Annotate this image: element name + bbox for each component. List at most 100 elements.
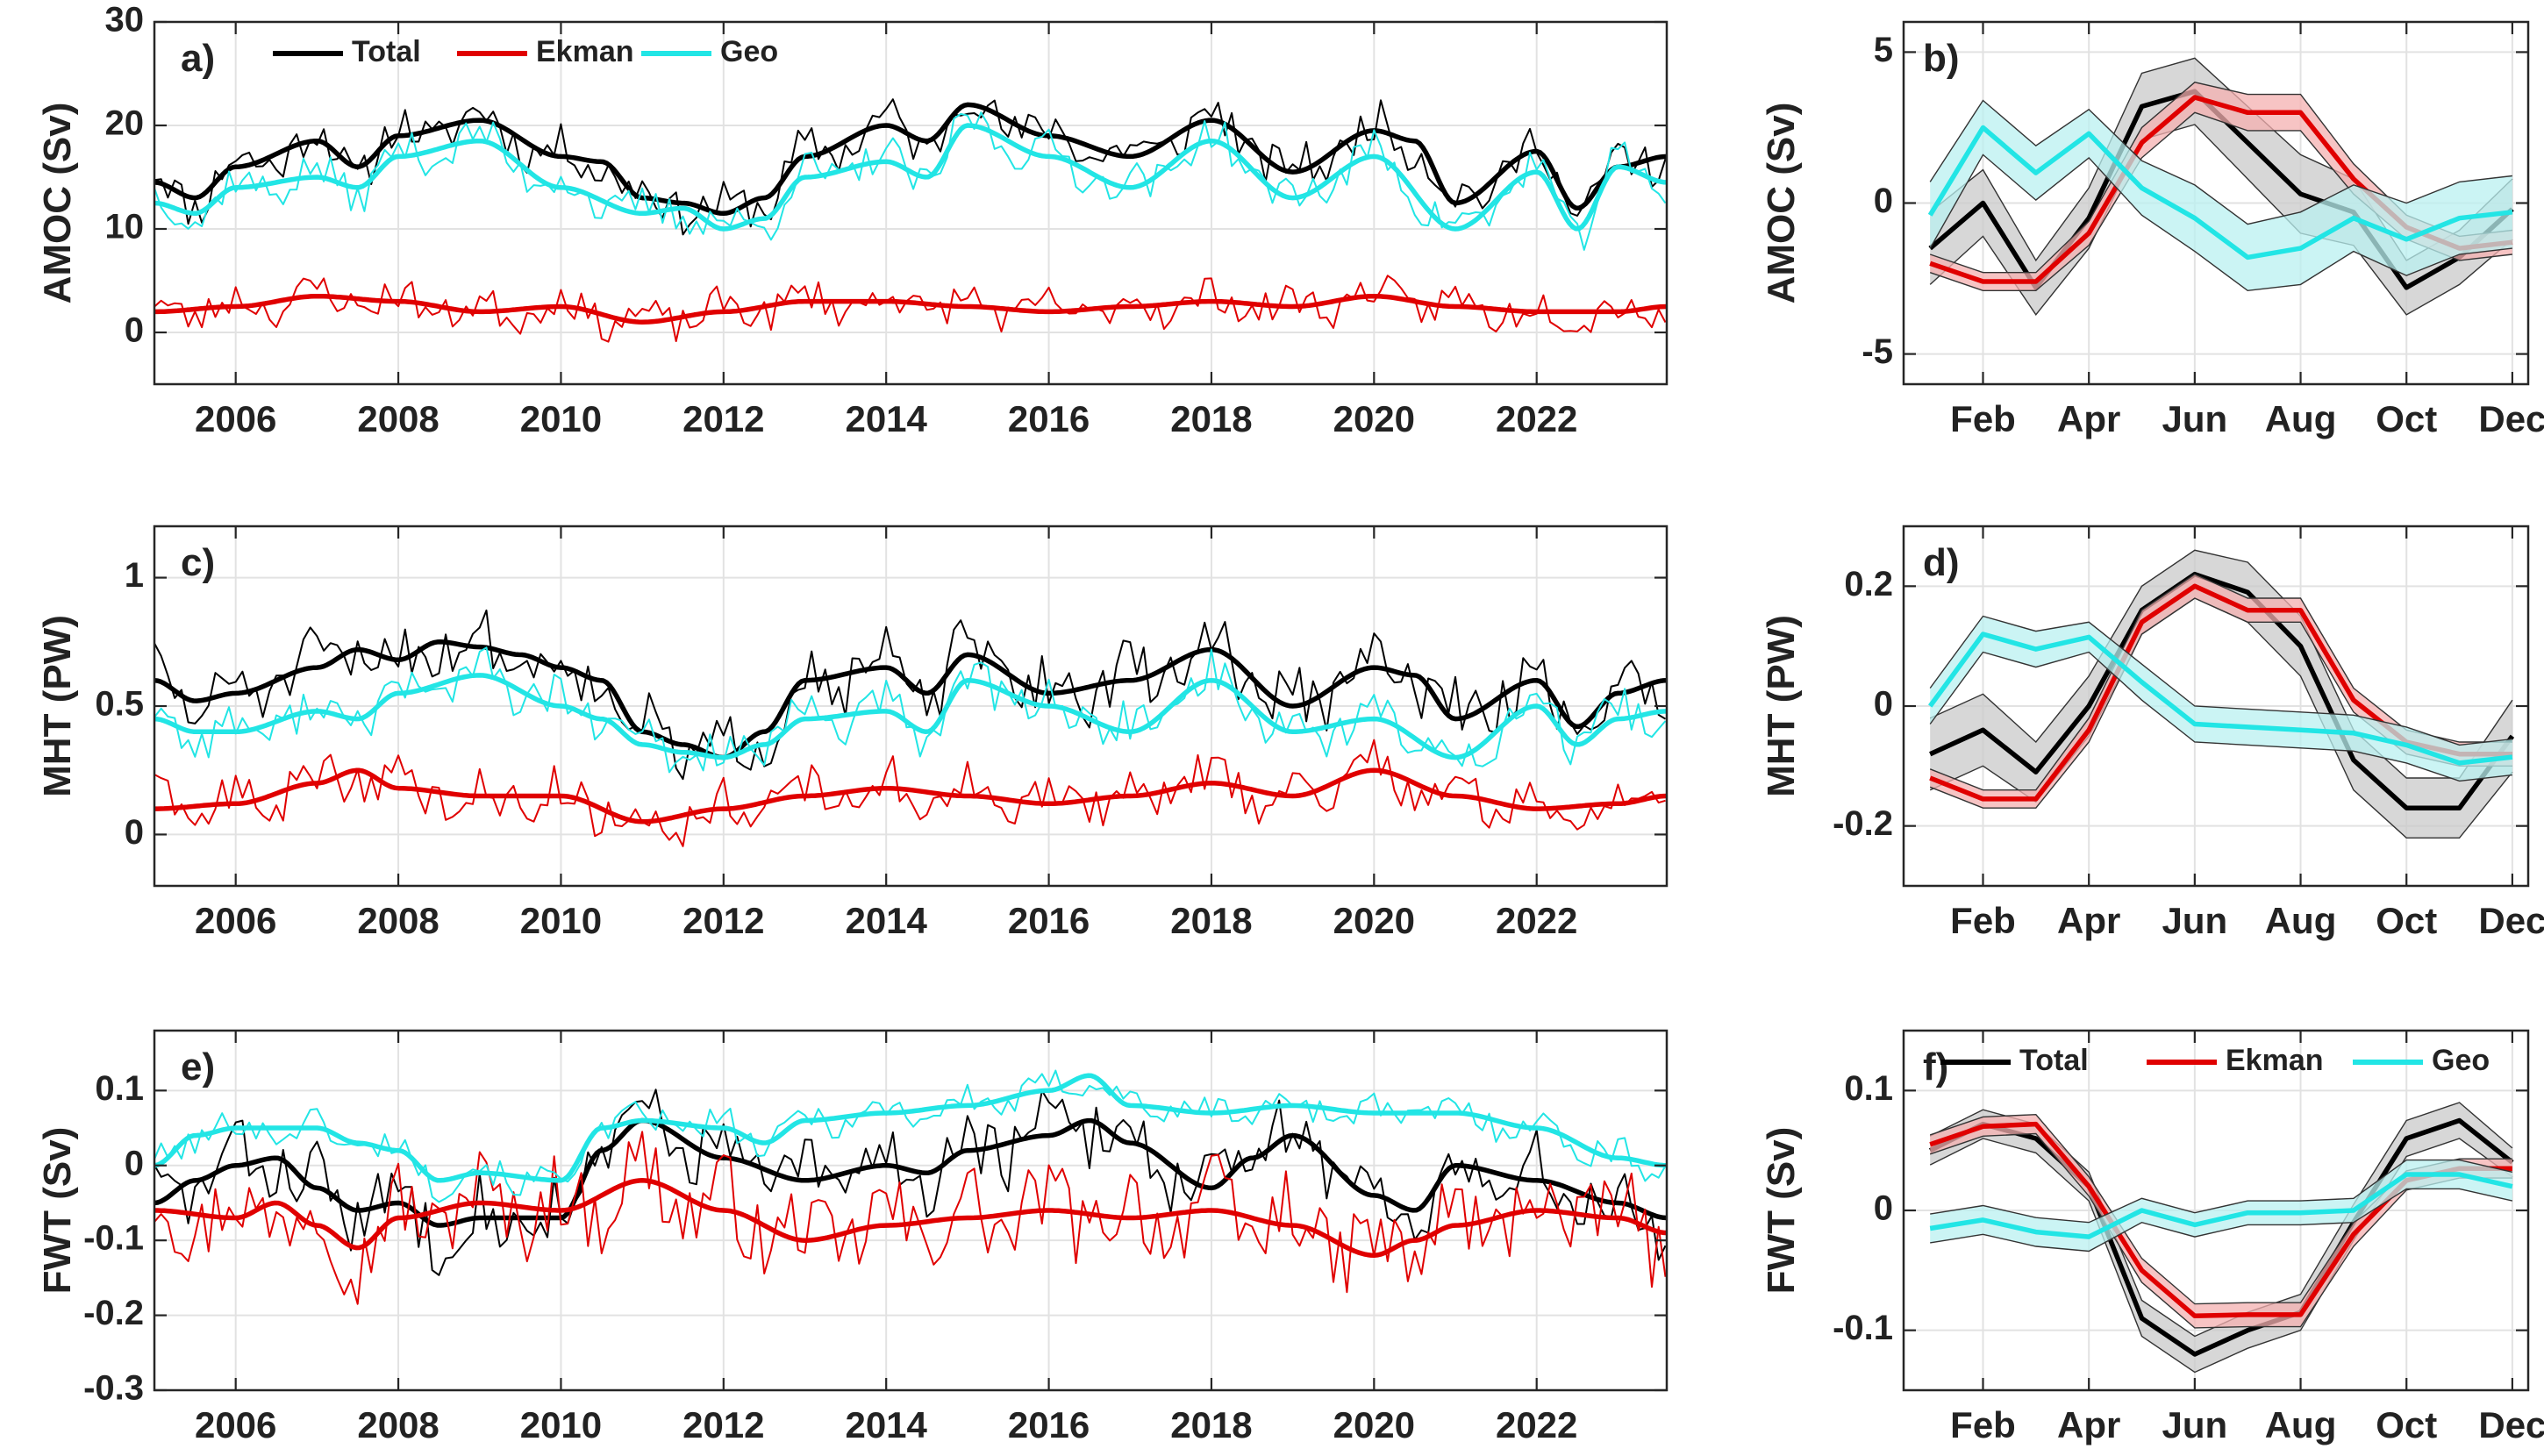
x-tick-label: Jun — [2162, 1404, 2228, 1445]
x-tick-label: Feb — [1950, 900, 2016, 941]
panel-label: a) — [181, 37, 215, 80]
series-band-geo — [1930, 100, 2512, 291]
x-tick-label: Dec — [2478, 1404, 2544, 1445]
x-tick-label: Aug — [2265, 398, 2337, 439]
x-tick-label: 2006 — [195, 1404, 276, 1445]
x-tick-label: 2018 — [1170, 1404, 1252, 1445]
panel-c: 0 0.5 1 2006 2008 2010 2012 2014 2016 2018 2020 202… — [36, 525, 1669, 941]
x-tick-label: Oct — [2376, 900, 2437, 941]
plot-content — [1927, 549, 2515, 839]
series-band-lower-geo — [1930, 1188, 2513, 1253]
y-tick-label: 1 — [125, 556, 144, 595]
axes-frame — [153, 1029, 1669, 1392]
series-line-geo — [1927, 125, 2513, 261]
x-tick-label: 2016 — [1008, 1404, 1090, 1445]
plot-content — [1927, 57, 2514, 316]
series-band-upper-geo — [1929, 615, 2512, 746]
series-smooth-geo — [154, 123, 1667, 232]
y-tick-label: 0 — [1874, 685, 1893, 724]
plot-content — [154, 98, 1667, 343]
series-band-lower-total — [1929, 1138, 2513, 1374]
plot-content — [1928, 1102, 2514, 1374]
series-line-geo — [1929, 1172, 2513, 1239]
x-tick-label: 2010 — [520, 398, 602, 439]
legend-label-total: Total — [2019, 1044, 2089, 1077]
y-tick-label: -0.3 — [83, 1369, 144, 1408]
x-tick-label: 2022 — [1496, 900, 1577, 941]
x-tick-label: Aug — [2265, 1404, 2337, 1445]
y-tick-label: -0.1 — [1833, 1309, 1893, 1347]
panel-label: b) — [1923, 37, 1960, 80]
series-band-lower-geo — [1929, 153, 2512, 292]
series-raw-total — [154, 1088, 1667, 1276]
x-tick-label: 2010 — [520, 1404, 602, 1445]
series-band-lower-total — [1929, 124, 2513, 316]
legend: Total Ekman Geo — [1940, 1044, 2490, 1077]
series-raw-geo — [154, 1069, 1667, 1203]
series-band-upper-geo — [1929, 99, 2512, 225]
x-tick-label: Apr — [2057, 900, 2120, 941]
series-smooth-geo — [154, 1073, 1667, 1183]
x-tick-label: 2022 — [1496, 1404, 1577, 1445]
x-tick-label: Jun — [2162, 900, 2228, 941]
x-tick-label: Oct — [2376, 1404, 2437, 1445]
x-tick-label: 2008 — [357, 900, 439, 941]
y-tick-label: 20 — [105, 104, 145, 143]
x-tick-label: 2018 — [1170, 900, 1252, 941]
x-tick-label: Aug — [2265, 900, 2337, 941]
x-tick-label: 2020 — [1333, 900, 1415, 941]
series-band-lower-geo — [1929, 651, 2512, 782]
x-tick-label: Apr — [2057, 398, 2120, 439]
panel-a: 0 10 20 30 2006 2008 2010 2012 2014 2016 2018 2020 2… — [36, 1, 1669, 439]
panel-b: -5 0 5 Feb Apr Jun Aug Oct Dec AMOC (Sv) b) — [1760, 20, 2544, 439]
x-tick-label: 2014 — [845, 1404, 927, 1445]
x-tick-label: Dec — [2478, 900, 2544, 941]
x-tick-label: 2020 — [1333, 1404, 1415, 1445]
series-band-upper-total — [1929, 549, 2513, 779]
x-tick-label: Jun — [2162, 398, 2228, 439]
y-tick-label: -0.1 — [83, 1219, 144, 1258]
legend-label-geo: Geo — [720, 35, 778, 68]
panel-label: d) — [1923, 541, 1960, 584]
x-tick-label: Dec — [2478, 398, 2544, 439]
x-tick-label: Apr — [2057, 1404, 2120, 1445]
series-band-ekman — [1930, 82, 2512, 291]
series-raw-geo — [154, 111, 1667, 251]
y-tick-label: 0 — [125, 311, 144, 350]
panel-d: -0.2 0 0.2 Feb Apr Jun Aug Oct Dec MHT (PW) d) — [1760, 525, 2544, 941]
y-axis-label: FWT (Sv) — [1760, 1127, 1803, 1295]
legend: Total Ekman Geo — [273, 35, 778, 68]
x-tick-label: 2012 — [682, 900, 764, 941]
series-smooth-total — [154, 102, 1667, 217]
series-line-geo — [1927, 632, 2513, 766]
series-raw-total — [154, 98, 1667, 236]
series-smooth-ekman — [154, 293, 1667, 325]
x-tick-label: 2016 — [1008, 900, 1090, 941]
x-tick-label: Oct — [2376, 398, 2437, 439]
series-smooth-total — [154, 639, 1667, 760]
panel-e: -0.3 -0.2 -0.1 0 0.1 2006 2008 2010 2012 2014 2016… — [36, 1029, 1669, 1445]
series-band-total — [1930, 550, 2512, 839]
x-tick-label: 2006 — [195, 900, 276, 941]
x-tick-label: 2014 — [845, 900, 927, 941]
x-tick-label: Feb — [1950, 1404, 2016, 1445]
y-axis-label: FWT (Sv) — [36, 1127, 79, 1295]
series-raw-total — [154, 609, 1667, 781]
plot-area — [154, 1031, 1667, 1390]
x-tick-label: 2008 — [357, 398, 439, 439]
x-tick-label: 2022 — [1496, 398, 1577, 439]
y-tick-label: -5 — [1862, 332, 1893, 371]
series-line-total — [1928, 1117, 2514, 1357]
series-smooth-total — [154, 1117, 1667, 1228]
series-band-upper-geo — [1930, 1159, 2513, 1224]
x-tick-label: 2012 — [682, 1404, 764, 1445]
y-tick-label: 10 — [105, 208, 145, 246]
x-tick-label: 2020 — [1333, 398, 1415, 439]
series-band-geo — [1930, 616, 2512, 782]
series-smooth-ekman — [154, 767, 1667, 824]
plot-area — [154, 22, 1667, 384]
series-smooth-geo — [154, 673, 1667, 760]
panel-label: f) — [1923, 1046, 1948, 1088]
x-tick-label: 2008 — [357, 1404, 439, 1445]
